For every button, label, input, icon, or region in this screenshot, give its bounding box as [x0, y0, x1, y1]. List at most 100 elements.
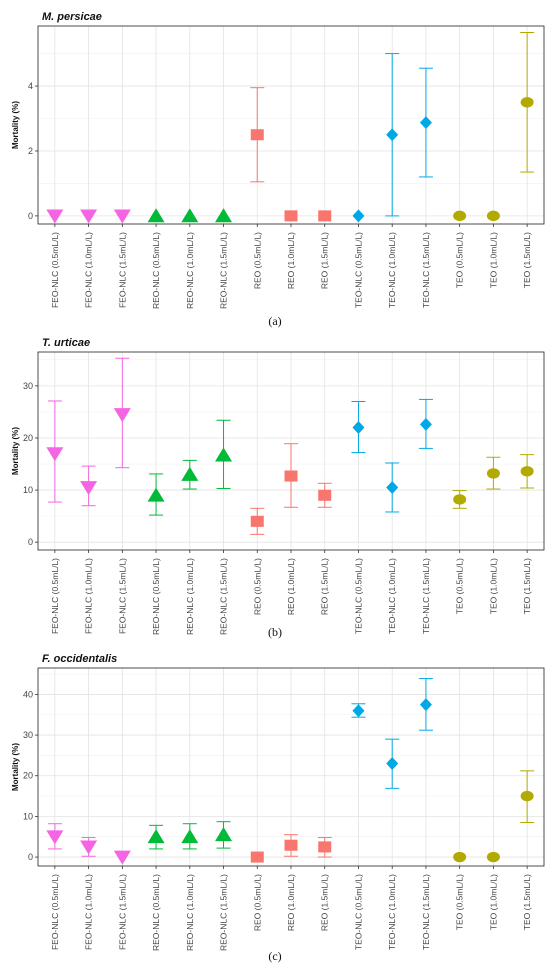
x-tick-label: REO (1.0mL/L): [286, 558, 296, 615]
x-tick-label: FEO-NLC (1.0mL/L): [84, 558, 94, 634]
data-point-group: [318, 210, 332, 222]
x-tick-label: FEO-NLC (1.0mL/L): [84, 232, 94, 308]
data-point: [453, 494, 467, 505]
data-point-group: [250, 87, 265, 183]
x-tick-label: TEO-NLC (1.0mL/L): [387, 232, 397, 308]
data-point: [147, 829, 165, 844]
data-point: [113, 408, 131, 423]
data-point-group: [486, 210, 500, 222]
x-tick-label: TEO (1.0mL/L): [488, 558, 498, 614]
data-point-group: [284, 210, 298, 222]
data-point: [250, 851, 264, 863]
y-axis-label: Mortality (%): [11, 101, 20, 149]
y-tick-label: 10: [23, 811, 33, 821]
data-point-group: [453, 851, 467, 863]
data-point: [318, 489, 332, 501]
data-point-group: [284, 834, 298, 857]
x-tick-label: REO-NLC (1.5mL/L): [219, 232, 229, 309]
data-point: [181, 208, 199, 223]
data-point-group: [181, 459, 199, 490]
x-tick-label: FEO-NLC (1.5mL/L): [117, 558, 127, 634]
x-tick-label: REO-NLC (0.5mL/L): [151, 558, 161, 635]
x-tick-label: TEO (1.0mL/L): [488, 874, 498, 930]
x-tick-label: FEO-NLC (1.5mL/L): [117, 874, 127, 950]
data-point-group: [250, 851, 264, 863]
x-tick-label: FEO-NLC (0.5mL/L): [50, 232, 60, 308]
data-point: [419, 116, 432, 130]
data-point-group: [147, 473, 165, 516]
data-point-group: [385, 738, 400, 789]
data-point-group: [181, 208, 199, 223]
chart-panel-1: M. persicae Mortality (%) 0 2 4 FEO-NLC (0.5m…: [11, 11, 545, 328]
x-tick-label: REO-NLC (1.0mL/L): [185, 232, 195, 309]
panel-caption: (a): [268, 314, 281, 328]
x-tick-label: REO (0.5mL/L): [252, 232, 262, 289]
data-point-group: [352, 209, 365, 223]
data-point: [215, 208, 233, 223]
data-point: [284, 839, 298, 851]
chart-title: F. occidentalis: [42, 653, 117, 665]
data-point: [46, 209, 64, 224]
x-tick-label: TEO-NLC (0.5mL/L): [353, 558, 363, 634]
chart-panel-3: F. occidentalis Mortality (%) 0 10 20 30 40 FEO…: [11, 653, 545, 963]
x-tick-label: REO-NLC (0.5mL/L): [151, 874, 161, 951]
x-tick-label: REO-NLC (1.5mL/L): [219, 558, 229, 635]
data-point-group: [520, 454, 535, 489]
data-point: [80, 481, 98, 496]
data-point-group: [317, 837, 332, 858]
data-point: [520, 466, 534, 477]
data-point-group: [215, 208, 233, 223]
data-point-group: [46, 209, 64, 224]
y-tick-label: 4: [28, 81, 33, 91]
data-point: [147, 208, 165, 223]
data-point: [250, 129, 264, 141]
x-tick-label: REO-NLC (1.0mL/L): [185, 558, 195, 635]
data-point: [486, 468, 500, 479]
data-point: [419, 417, 432, 431]
x-tick-label: TEO (1.5mL/L): [522, 232, 532, 288]
data-point-group: [80, 465, 98, 507]
x-tick-label: REO-NLC (0.5mL/L): [151, 232, 161, 309]
data-point-group: [452, 490, 467, 509]
x-tick-label: TEO (1.5mL/L): [522, 558, 532, 614]
data-point-group: [385, 462, 400, 513]
panel-caption: (c): [268, 949, 281, 963]
x-tick-label: TEO (0.5mL/L): [455, 232, 465, 288]
x-tick-label: TEO-NLC (1.5mL/L): [421, 558, 431, 634]
data-point: [486, 210, 500, 222]
y-tick-label: 10: [23, 485, 33, 495]
x-tick-label: TEO-NLC (1.5mL/L): [421, 874, 431, 950]
y-tick-label: 0: [28, 537, 33, 547]
data-point-group: [317, 482, 332, 508]
y-tick-label: 0: [28, 852, 33, 862]
data-point: [147, 487, 165, 502]
x-tick-label: TEO (1.0mL/L): [488, 232, 498, 288]
data-point: [352, 704, 365, 718]
y-axis-label: Mortality (%): [11, 743, 20, 791]
x-tick-label: REO-NLC (1.0mL/L): [185, 874, 195, 951]
x-tick-label: REO (1.5mL/L): [320, 874, 330, 931]
data-point-group: [80, 837, 98, 857]
data-point-group: [418, 67, 433, 178]
data-point-group: [351, 401, 366, 454]
y-tick-label: 0: [28, 211, 33, 221]
data-point: [215, 827, 233, 842]
data-point: [80, 840, 98, 855]
data-point: [386, 757, 399, 771]
x-tick-label: REO (0.5mL/L): [252, 874, 262, 931]
data-point: [113, 209, 131, 224]
y-tick-label: 2: [28, 146, 33, 156]
data-point-group: [520, 770, 535, 823]
data-point: [453, 210, 467, 222]
data-point: [386, 480, 399, 494]
x-tick-label: REO (1.0mL/L): [286, 874, 296, 931]
x-tick-label: TEO (0.5mL/L): [455, 558, 465, 614]
data-point: [318, 210, 332, 222]
data-point: [486, 851, 500, 863]
data-point-group: [418, 678, 433, 731]
data-point-group: [181, 823, 199, 850]
x-tick-label: TEO (1.5mL/L): [522, 874, 532, 930]
data-point: [181, 829, 199, 844]
y-tick-label: 20: [23, 433, 33, 443]
